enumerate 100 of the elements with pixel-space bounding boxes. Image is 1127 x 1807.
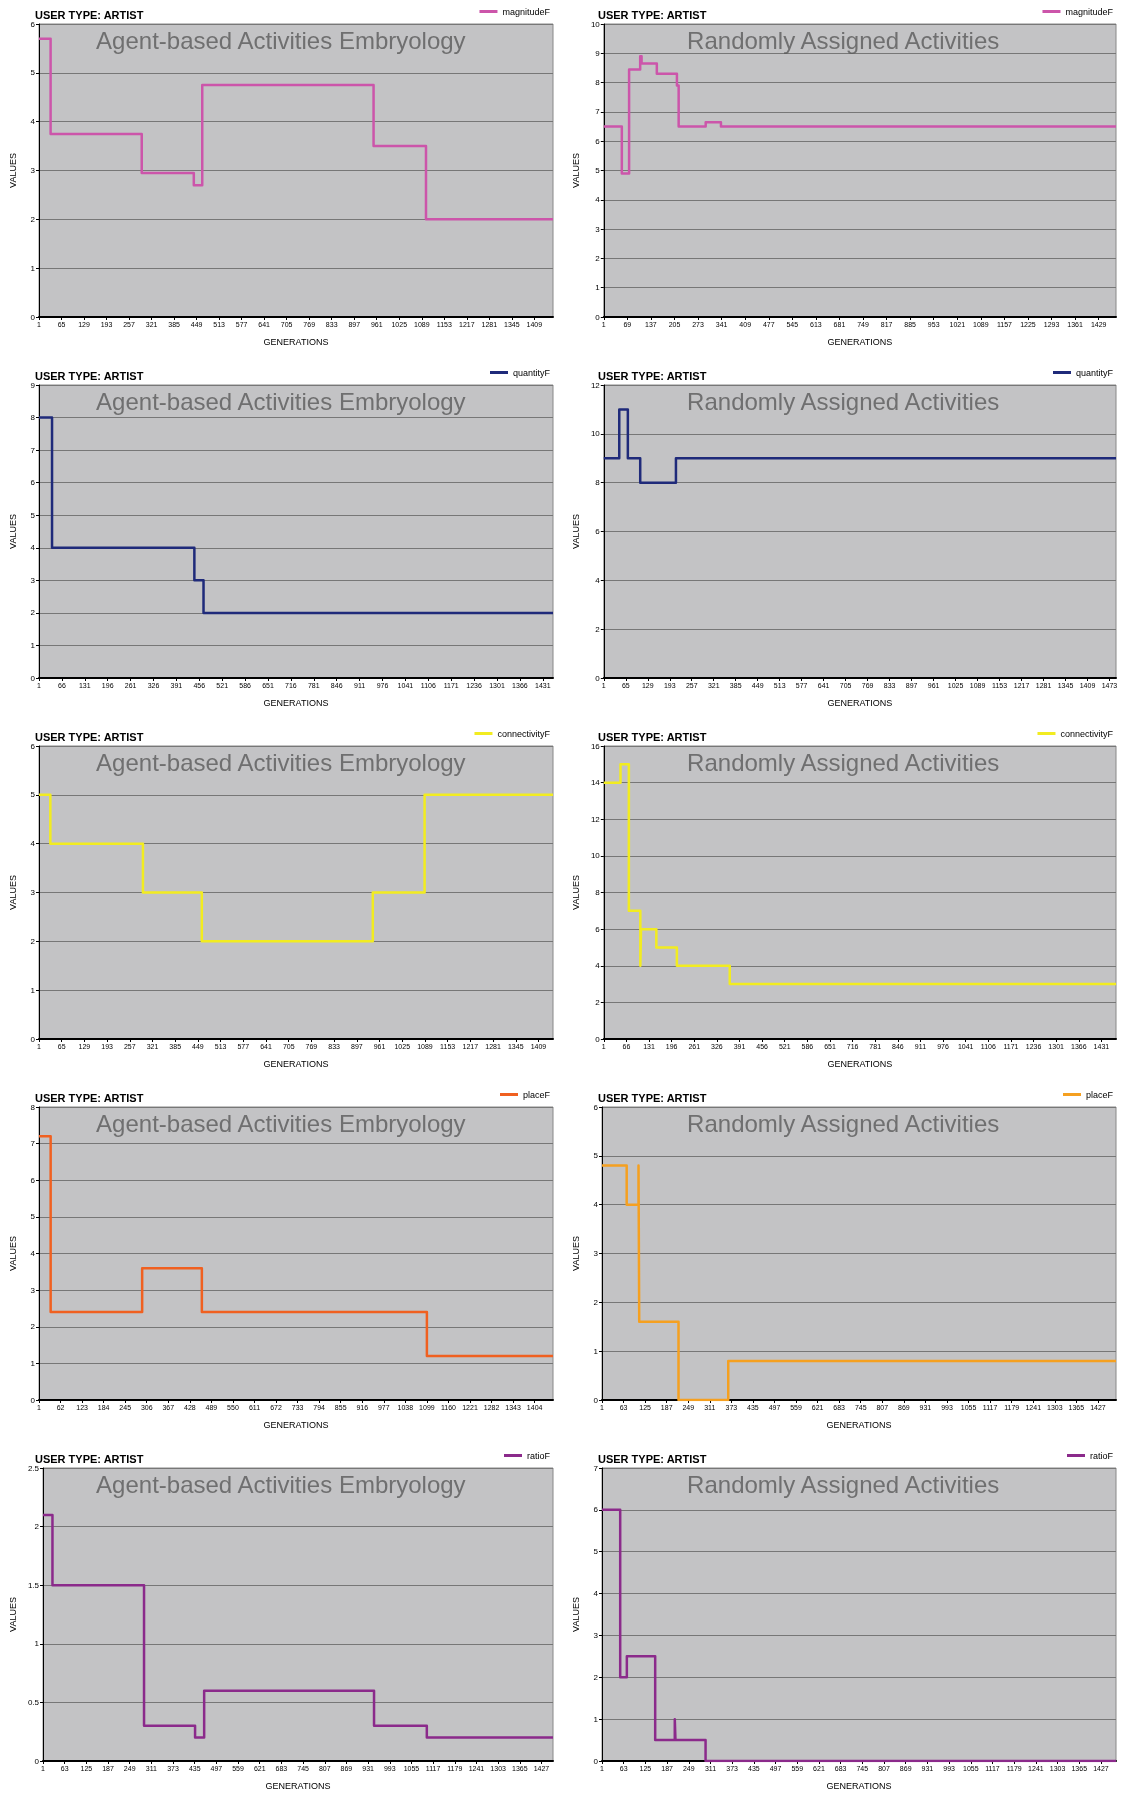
y-axis-title: VALUES (7, 875, 18, 910)
y-tick-label: 2 (30, 1322, 36, 1332)
y-tick-label: 10 (590, 429, 601, 439)
y-tick-label: 1 (593, 1346, 599, 1356)
y-tick-label: 8 (30, 1102, 36, 1112)
y-tick-label: 8 (595, 888, 601, 897)
chart-title: USER TYPE: ARTIST (598, 369, 707, 382)
y-tick-label: 10 (590, 19, 601, 29)
y-tick-label: 7 (595, 107, 601, 117)
legend-label: ratioF (1089, 1450, 1114, 1461)
annotation: Agent-based Activities Embryology (96, 1470, 466, 1498)
chart-title: USER TYPE: ARTIST (598, 8, 707, 21)
y-axis-title: VALUES (7, 153, 18, 188)
y-tick-label: 6 (595, 527, 601, 536)
y-tick-label: 0 (593, 1756, 599, 1766)
y-tick-label: 5 (593, 1151, 599, 1161)
chart-title: USER TYPE: ARTIST (35, 1452, 144, 1465)
annotation: Agent-based Activities Embryology (96, 748, 466, 776)
legend-label: quantityF (512, 367, 551, 378)
y-tick-label: 0 (595, 1034, 601, 1044)
y-tick-label: 4 (595, 195, 601, 205)
x-axis-title: GENERATIONS (263, 1058, 329, 1069)
y-tick-label: 1.5 (27, 1580, 40, 1590)
x-axis-title: GENERATIONS (265, 1780, 331, 1791)
y-tick-label: 2 (593, 1297, 599, 1307)
y-tick-label: 1 (30, 263, 36, 273)
y-tick-label: 4 (30, 117, 36, 127)
y-tick-label: 6 (30, 19, 36, 29)
y-tick-label: 2 (595, 624, 601, 634)
chart-title: USER TYPE: ARTIST (35, 369, 144, 382)
chart-title: USER TYPE: ARTIST (35, 8, 144, 21)
y-tick-label: 6 (595, 136, 601, 146)
annotation: Agent-based Activities Embryology (96, 387, 466, 415)
x-axis-title: GENERATIONS (826, 1419, 892, 1430)
x-axis-title: GENERATIONS (827, 1058, 893, 1069)
y-tick-label: 9 (595, 48, 601, 58)
y-tick-label: 5 (595, 166, 601, 175)
y-tick-label: 6 (30, 1175, 36, 1185)
y-tick-label: 7 (30, 1139, 36, 1149)
legend-label: connectivityF (1060, 728, 1114, 739)
y-tick-label: 6 (593, 1102, 599, 1112)
y-tick-label: 0 (595, 312, 601, 322)
legend-label: placeF (1085, 1089, 1114, 1100)
x-axis-title: GENERATIONS (263, 697, 329, 708)
annotation: Randomly Assigned Activities (687, 26, 1000, 54)
y-tick-label: 4 (30, 543, 36, 553)
legend-label: magnitudeF (502, 6, 551, 17)
y-tick-label: 3 (30, 1285, 36, 1295)
y-tick-label: 1 (30, 985, 36, 995)
y-tick-label: 4 (593, 1200, 599, 1210)
y-tick-label: 2 (34, 1522, 40, 1532)
y-tick-label: 3 (30, 166, 36, 175)
y-tick-label: 7 (30, 445, 36, 455)
y-tick-label: 2 (595, 997, 601, 1007)
y-tick-label: 2 (30, 214, 36, 224)
legend-label: connectivityF (497, 728, 551, 739)
y-tick-label: 0 (30, 1395, 36, 1405)
annotation: Randomly Assigned Activities (687, 387, 1000, 415)
y-tick-label: 4 (595, 961, 601, 971)
y-tick-label: 6 (30, 478, 36, 488)
y-tick-label: 4 (593, 1589, 599, 1599)
x-axis-title: GENERATIONS (826, 1780, 892, 1791)
y-tick-label: 3 (30, 888, 36, 897)
chart-title: USER TYPE: ARTIST (35, 730, 144, 743)
y-tick-label: 16 (590, 741, 601, 751)
chart-title: USER TYPE: ARTIST (598, 730, 707, 743)
legend-label: ratioF (526, 1450, 551, 1461)
y-tick-label: 1 (34, 1639, 40, 1649)
y-tick-label: 8 (595, 478, 601, 488)
y-tick-label: 4 (30, 839, 36, 849)
y-tick-label: 2 (595, 253, 601, 263)
y-tick-label: 3 (595, 224, 601, 234)
y-axis-title: VALUES (570, 1236, 581, 1271)
y-tick-label: 8 (595, 78, 601, 88)
y-axis-title: VALUES (7, 1597, 18, 1632)
x-axis-title: GENERATIONS (827, 697, 893, 708)
y-tick-label: 1 (595, 283, 601, 293)
y-axis-title: VALUES (570, 514, 581, 549)
y-tick-label: 1 (30, 640, 36, 650)
y-tick-label: 0.5 (27, 1697, 40, 1707)
y-tick-label: 5 (30, 68, 36, 78)
y-tick-label: 4 (595, 575, 601, 585)
y-tick-label: 12 (590, 814, 601, 824)
annotation: Agent-based Activities Embryology (96, 26, 466, 54)
y-tick-label: 2 (30, 936, 36, 946)
y-tick-label: 0 (30, 1034, 36, 1044)
annotation: Randomly Assigned Activities (687, 1470, 1000, 1498)
y-axis-title: VALUES (570, 1597, 581, 1632)
y-axis-title: VALUES (7, 514, 18, 549)
annotation: Randomly Assigned Activities (687, 748, 1000, 776)
y-tick-label: 2 (593, 1672, 599, 1682)
y-tick-label: 0 (30, 312, 36, 322)
y-tick-label: 9 (30, 380, 36, 390)
y-tick-label: 3 (593, 1249, 599, 1258)
y-axis-title: VALUES (7, 1236, 18, 1271)
y-tick-label: 3 (593, 1630, 599, 1640)
y-tick-label: 5 (30, 510, 36, 520)
y-tick-label: 0 (593, 1395, 599, 1405)
y-tick-label: 7 (593, 1463, 599, 1473)
y-tick-label: 5 (30, 1212, 36, 1222)
